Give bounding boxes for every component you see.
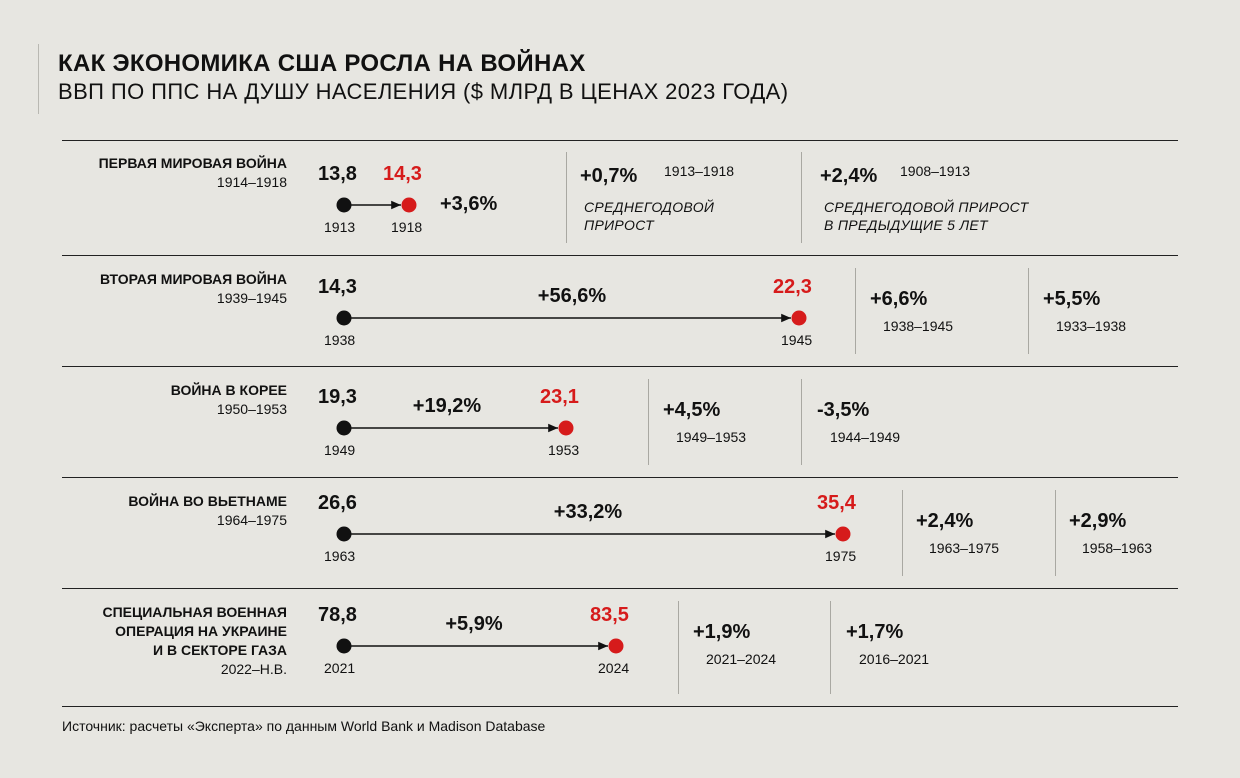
- start-dot: [336, 638, 352, 654]
- change-percent: +3,6%: [440, 193, 498, 215]
- start-value: 19,3: [318, 386, 357, 408]
- war-period: 2022–Н.В.: [220, 661, 287, 677]
- start-dot: [336, 310, 352, 326]
- row-divider: [62, 706, 1178, 707]
- title-accent-line: [38, 44, 39, 114]
- start-value: 26,6: [318, 492, 357, 514]
- end-year: 1918: [391, 219, 423, 235]
- change-percent: +5,9%: [445, 613, 503, 635]
- stat-period: 1944–1949: [830, 429, 901, 445]
- end-value: 83,5: [590, 604, 629, 626]
- stat-period: 1963–1975: [929, 540, 1000, 556]
- war-name: ПЕРВАЯ МИРОВАЯ ВОЙНА: [98, 155, 287, 171]
- stat-separator: [1028, 268, 1029, 354]
- stat-period: 1938–1945: [883, 318, 954, 334]
- chart-title: КАК ЭКОНОМИКА США РОСЛА НА ВОЙНАХ: [58, 50, 586, 77]
- stat-separator: [801, 152, 802, 243]
- stat-period: 1913–1918: [664, 163, 735, 179]
- stat-value: +6,6%: [870, 288, 928, 310]
- end-value: 14,3: [383, 163, 422, 185]
- stat-separator: [566, 152, 567, 243]
- start-dot: [336, 197, 352, 213]
- war-period: 1964–1975: [216, 512, 287, 528]
- stat-separator: [678, 601, 679, 694]
- end-value: 22,3: [773, 276, 812, 298]
- war-period: 1939–1945: [216, 290, 287, 306]
- end-dot: [401, 197, 417, 213]
- stat-period: 1958–1963: [1082, 540, 1153, 556]
- war-period: 1914–1918: [216, 174, 287, 190]
- end-dot: [608, 638, 624, 654]
- change-percent: +56,6%: [537, 285, 607, 307]
- row-divider: [62, 255, 1178, 256]
- stat-value: +0,7%: [580, 165, 638, 187]
- start-dot: [336, 420, 352, 436]
- war-period: 1950–1953: [216, 401, 287, 417]
- stat-separator: [801, 379, 802, 465]
- stat-period: 1949–1953: [676, 429, 747, 445]
- stat-value: +2,4%: [820, 165, 878, 187]
- stat-value: +2,4%: [916, 510, 974, 532]
- stat-period: 1908–1913: [900, 163, 971, 179]
- war-name: ВОЙНА В КОРЕЕ: [170, 382, 287, 398]
- top-divider: [62, 140, 1178, 141]
- start-dot: [336, 526, 352, 542]
- row-divider: [62, 477, 1178, 478]
- stat-separator: [1055, 490, 1056, 576]
- end-year: 1975: [825, 548, 857, 564]
- stat-value: +2,9%: [1069, 510, 1127, 532]
- end-dot: [558, 420, 574, 436]
- start-year: 1963: [324, 548, 356, 564]
- start-year: 2021: [324, 660, 356, 676]
- chart-subtitle: ВВП ПО ППС НА ДУШУ НАСЕЛЕНИЯ ($ МЛРД В Ц…: [58, 79, 789, 104]
- row-divider: [62, 366, 1178, 367]
- stat-note: СРЕДНЕГОДОВОЙ ПРИРОСТ В ПРЕДЫДУЩИЕ 5 ЛЕТ: [824, 199, 1029, 233]
- end-value: 23,1: [540, 386, 579, 408]
- stat-note: СРЕДНЕГОДОВОЙ ПРИРОСТ: [584, 199, 715, 233]
- stat-value: +1,9%: [693, 621, 751, 643]
- start-value: 14,3: [318, 276, 357, 298]
- stat-separator: [648, 379, 649, 465]
- end-value: 35,4: [817, 492, 856, 514]
- end-year: 1945: [781, 332, 813, 348]
- start-year: 1913: [324, 219, 356, 235]
- source-note: Источник: расчеты «Эксперта» по данным W…: [62, 718, 546, 734]
- change-percent: +19,2%: [412, 395, 482, 417]
- war-name: ВТОРАЯ МИРОВАЯ ВОЙНА: [99, 271, 287, 287]
- stat-period: 2016–2021: [859, 651, 930, 667]
- end-year: 2024: [598, 660, 630, 676]
- war-name: ВОЙНА ВО ВЬЕТНАМЕ: [128, 493, 287, 509]
- change-percent: +33,2%: [553, 501, 623, 523]
- end-year: 1953: [548, 442, 580, 458]
- start-value: 78,8: [318, 604, 357, 626]
- stat-value: +1,7%: [846, 621, 904, 643]
- stat-period: 1933–1938: [1056, 318, 1127, 334]
- stat-value: -3,5%: [817, 399, 870, 421]
- end-dot: [835, 526, 851, 542]
- stat-separator: [902, 490, 903, 576]
- stat-period: 2021–2024: [706, 651, 777, 667]
- stat-separator: [830, 601, 831, 694]
- stat-separator: [855, 268, 856, 354]
- start-value: 13,8: [318, 163, 357, 185]
- stat-value: +4,5%: [663, 399, 721, 421]
- end-dot: [791, 310, 807, 326]
- row-divider: [62, 588, 1178, 589]
- war-name: СПЕЦИАЛЬНАЯ ВОЕННАЯ ОПЕРАЦИЯ НА УКРАИНЕ …: [102, 604, 287, 658]
- start-year: 1949: [324, 442, 356, 458]
- start-year: 1938: [324, 332, 356, 348]
- stat-value: +5,5%: [1043, 288, 1101, 310]
